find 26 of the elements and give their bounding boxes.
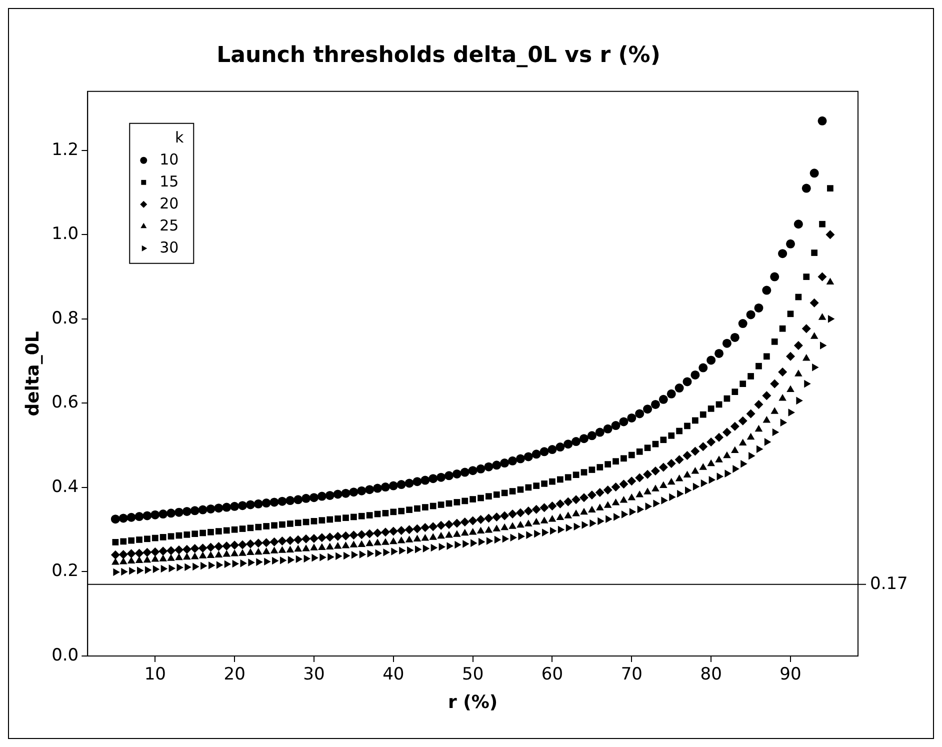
- y-axis-title: delta_0L: [22, 331, 44, 416]
- ref-line-label: 0.17: [870, 574, 908, 594]
- y-tick-label: 0.0: [52, 645, 79, 666]
- x-tick-label: 80: [700, 664, 722, 685]
- legend-label: 15: [160, 172, 179, 190]
- y-tick-label: 0.8: [52, 308, 79, 328]
- x-tick-label: 40: [382, 664, 404, 685]
- y-tick-label: 0.6: [52, 392, 79, 413]
- legend-label: 10: [160, 150, 179, 168]
- y-tick-label: 1.2: [52, 140, 79, 160]
- x-tick-label: 90: [780, 664, 802, 685]
- x-tick-label: 70: [620, 664, 642, 685]
- y-tick-label: 0.2: [52, 561, 79, 582]
- legend-label: 20: [160, 194, 179, 212]
- x-tick-label: 10: [144, 664, 166, 685]
- x-tick-label: 20: [224, 664, 246, 685]
- legend-label: 30: [160, 238, 179, 256]
- x-tick-label: 30: [303, 664, 325, 685]
- y-tick-label: 0.4: [52, 476, 79, 497]
- chart-title: Launch thresholds delta_0L vs r (%): [216, 42, 660, 68]
- x-tick-label: 60: [541, 664, 564, 685]
- legend-title: k: [174, 128, 184, 146]
- legend-label: 25: [160, 216, 179, 234]
- x-axis-title: r (%): [448, 692, 498, 713]
- x-tick-label: 50: [462, 664, 484, 685]
- y-tick-label: 1.0: [52, 224, 79, 244]
